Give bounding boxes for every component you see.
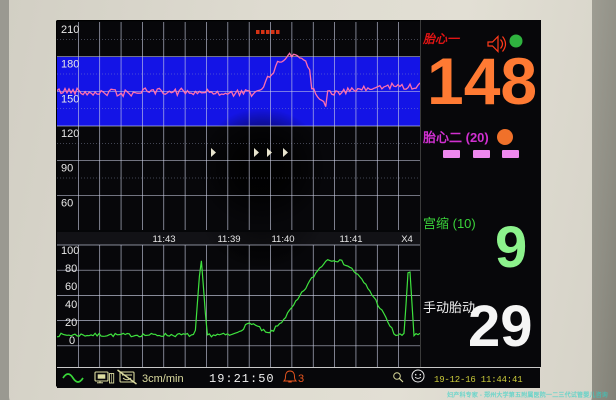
svg-text:60: 60 [61,197,73,209]
svg-text:60: 60 [65,281,77,293]
svg-text:3: 3 [298,373,304,385]
svg-text:20: 20 [65,317,77,329]
svg-text:40: 40 [65,299,77,311]
svg-text:X4: X4 [401,234,413,245]
svg-text:150: 150 [61,93,79,105]
svg-text:9: 9 [495,215,527,280]
svg-text:宫缩 (10): 宫缩 (10) [423,216,476,231]
svg-text:29: 29 [468,294,533,359]
svg-text:0: 0 [69,335,75,347]
svg-text:3cm/min: 3cm/min [142,373,184,385]
svg-text:80: 80 [65,263,77,275]
svg-text:19:21:50: 19:21:50 [209,372,275,386]
svg-text:胎心二 (20): 胎心二 (20) [423,130,489,145]
svg-text:148: 148 [427,44,537,118]
svg-text:11:41: 11:41 [339,234,362,245]
svg-text:11:39: 11:39 [217,234,240,245]
svg-text:11:40: 11:40 [271,234,294,245]
svg-text:180: 180 [61,59,79,71]
svg-text:90: 90 [61,163,73,175]
svg-text:100: 100 [61,245,79,257]
svg-text:120: 120 [61,128,79,140]
svg-text:11:43: 11:43 [152,234,175,245]
svg-text:19-12-16 11:44:41: 19-12-16 11:44:41 [434,375,522,385]
svg-text:210: 210 [61,24,79,36]
